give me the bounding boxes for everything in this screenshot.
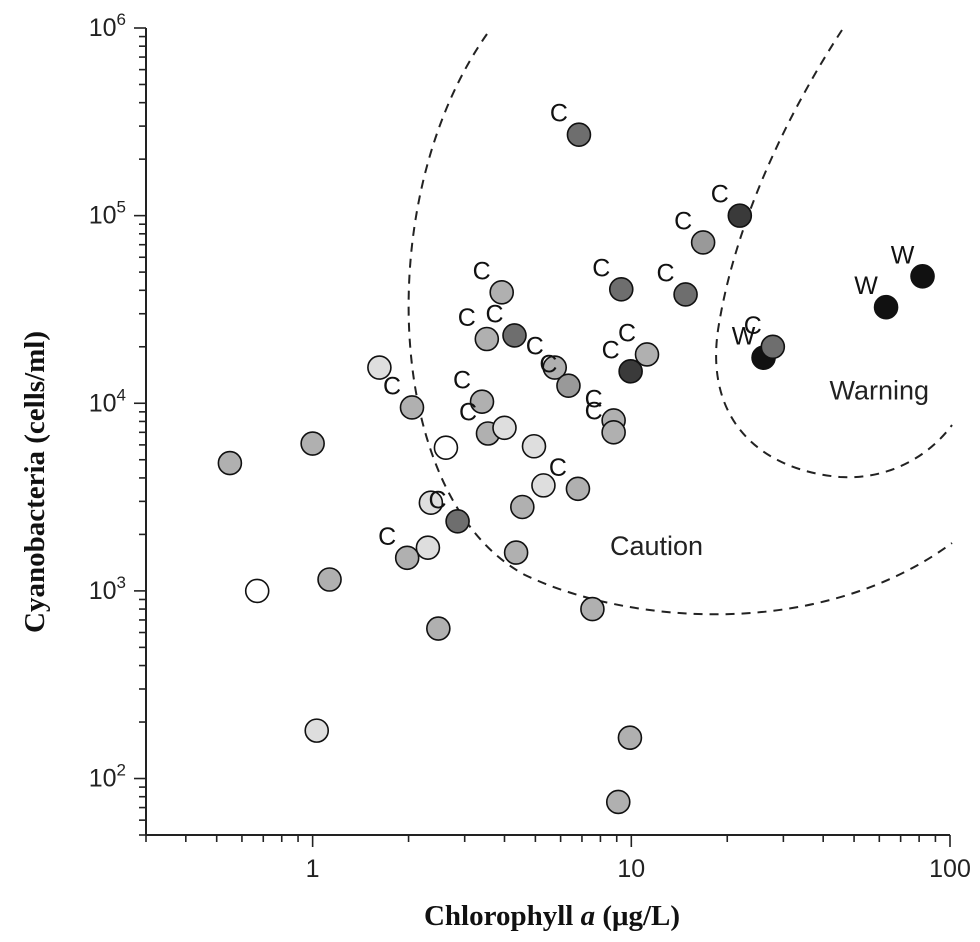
data-point [605, 789, 631, 815]
data-point-label: W [732, 323, 756, 351]
y-tick-label: 104 [89, 385, 126, 417]
data-point [304, 718, 330, 743]
data-point [300, 431, 325, 456]
y-tick-label: 102 [89, 761, 126, 793]
data-point [510, 494, 535, 520]
data-point-label: C [473, 257, 491, 285]
data-point [873, 294, 899, 320]
data-point [556, 373, 581, 399]
data-point [217, 450, 243, 476]
data-point [415, 535, 441, 560]
region-label-warning: Warning [830, 375, 930, 405]
data-point [474, 326, 500, 352]
data-point-label: C [453, 367, 471, 395]
data-point [690, 230, 716, 255]
region-boundaries [407, 29, 953, 616]
x-tick-label: 10 [617, 855, 645, 883]
data-point-label: C [585, 397, 603, 425]
warning-boundary [715, 29, 953, 479]
data-point [760, 334, 786, 360]
x-tick-label: 100 [929, 855, 971, 883]
data-point [566, 122, 592, 147]
region-labels: Caution Warning [610, 375, 929, 561]
data-point [580, 596, 605, 622]
data-point [910, 263, 935, 289]
y-tick-label: 106 [89, 10, 126, 42]
data-point [367, 355, 392, 380]
data-point [542, 355, 568, 380]
data-point-label: W [854, 272, 878, 300]
data-point [445, 508, 470, 534]
data-point [492, 415, 517, 441]
data-point-label: C [458, 304, 476, 332]
data-point-label: C [485, 300, 503, 328]
data-point [521, 433, 547, 459]
data-point [394, 545, 420, 571]
data-point-label: C [618, 319, 636, 347]
data-point [317, 567, 342, 592]
data-point-label: C [711, 181, 729, 209]
data-point-label: C [674, 207, 692, 235]
data-point-label: C [526, 333, 544, 361]
data-point [433, 435, 459, 460]
data-point [565, 476, 591, 502]
data-point [618, 359, 643, 384]
axis-titles: Chlorophyll a (μg/L) Cyanobacteria (cell… [19, 331, 680, 932]
data-point-label: C [602, 336, 620, 364]
data-point-label: C [744, 312, 762, 340]
x-axis-title: Chlorophyll a (μg/L) [424, 900, 680, 932]
data-point-label: C [550, 100, 568, 128]
data-point [469, 389, 495, 414]
data-point [489, 280, 515, 305]
data-point-label: W [891, 241, 915, 269]
data-point [727, 203, 753, 228]
data-point [503, 540, 529, 565]
data-point [399, 395, 425, 420]
data-point [244, 578, 270, 604]
data-point [502, 323, 527, 348]
data-point [426, 616, 451, 641]
data-point [634, 342, 660, 367]
y-axis-title: Cyanobacteria (cells/ml) [19, 331, 51, 633]
x-tick-label: 1 [306, 855, 320, 883]
data-point [531, 473, 556, 498]
region-label-caution: Caution [610, 531, 703, 561]
data-point [418, 490, 444, 516]
data-point-label: C [549, 454, 567, 482]
data-point-label: C [539, 351, 557, 379]
y-tick-label: 105 [89, 198, 126, 230]
data-point-label: C [383, 372, 401, 400]
data-point [673, 282, 698, 307]
axes: 1 10 100 102 103 104 105 106 [89, 10, 971, 883]
data-point [601, 420, 626, 445]
data-point [617, 725, 643, 751]
data-point-label: C [657, 259, 675, 287]
data-point-label: C [592, 254, 610, 282]
data-point-label: C [459, 398, 477, 426]
data-point-label: C [585, 385, 603, 413]
data-point-label: C [429, 486, 447, 514]
data-point [608, 276, 634, 302]
data-point-label: C [378, 523, 396, 551]
y-tick-label: 103 [89, 573, 126, 605]
